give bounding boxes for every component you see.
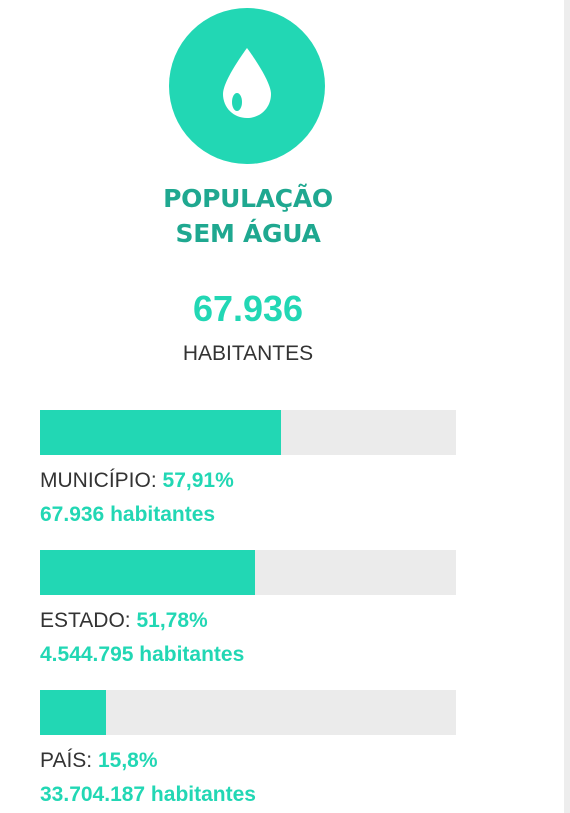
stat-label: PAÍS: 15,8% (40, 748, 158, 774)
stat-count: 67.936 habitantes (40, 503, 216, 526)
headline-line-1: POPULAÇÃO (163, 184, 333, 213)
stat-percent: 57,91% (162, 469, 234, 492)
progress-track (40, 690, 456, 735)
water-drop-badge (169, 8, 325, 164)
stat-label: ESTADO: 51,78% (40, 608, 208, 634)
headline-line-2: SEM ÁGUA (175, 219, 321, 248)
water-drop-icon (223, 48, 271, 118)
stat-label-text: PAÍS: (40, 749, 93, 772)
stat-count: 33.704.187 habitantes (40, 783, 256, 806)
progress-fill (40, 410, 281, 455)
stat-percent: 15,8% (97, 749, 158, 772)
right-divider (564, 0, 570, 813)
progress-track (40, 410, 456, 455)
stat-label: MUNICÍPIO: 57,91% (40, 468, 234, 494)
stat-label-text: MUNICÍPIO: (40, 469, 157, 492)
stat-label-text: ESTADO: (40, 609, 131, 632)
progress-track (40, 550, 456, 595)
progress-fill (40, 690, 106, 735)
progress-fill (40, 550, 256, 595)
stat-percent: 51,78% (136, 609, 208, 632)
stat-count: 4.544.795 habitantes (40, 643, 245, 666)
total-population-value: 67.936 (192, 288, 304, 329)
total-population-unit: HABITANTES (182, 342, 314, 365)
